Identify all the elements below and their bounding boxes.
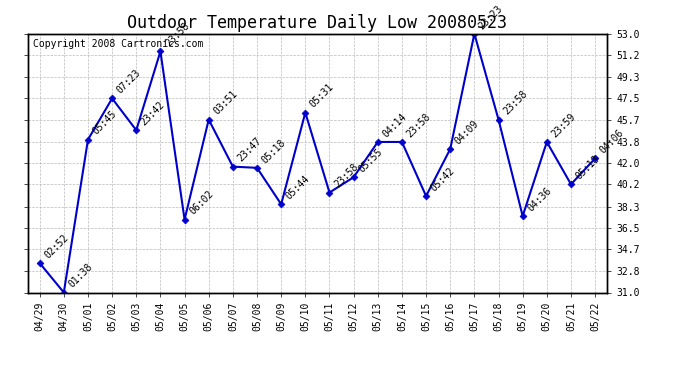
Text: 04:36: 04:36 <box>526 185 553 213</box>
Text: 23:47: 23:47 <box>236 136 264 164</box>
Text: 05:55: 05:55 <box>357 147 384 174</box>
Text: 23:58: 23:58 <box>164 21 191 49</box>
Text: 23:58: 23:58 <box>333 162 360 190</box>
Text: 23:59: 23:59 <box>550 111 578 139</box>
Text: 04:14: 04:14 <box>381 111 408 139</box>
Text: 23:58: 23:58 <box>502 89 529 117</box>
Text: 23:23: 23:23 <box>477 3 505 31</box>
Text: 01:38: 01:38 <box>67 262 95 290</box>
Text: 05:31: 05:31 <box>308 82 336 110</box>
Text: 04:06: 04:06 <box>598 128 626 156</box>
Text: 05:18: 05:18 <box>260 137 288 165</box>
Text: 03:51: 03:51 <box>212 89 239 117</box>
Title: Outdoor Temperature Daily Low 20080523: Outdoor Temperature Daily Low 20080523 <box>128 14 507 32</box>
Text: 02:52: 02:52 <box>43 232 70 260</box>
Text: 05:45: 05:45 <box>91 109 119 137</box>
Text: 05:44: 05:44 <box>284 174 312 201</box>
Text: 06:02: 06:02 <box>188 189 215 217</box>
Text: 05:42: 05:42 <box>429 165 457 193</box>
Text: 04:09: 04:09 <box>453 118 481 146</box>
Text: 05:18: 05:18 <box>574 154 602 182</box>
Text: 23:42: 23:42 <box>139 100 167 128</box>
Text: Copyright 2008 Cartronics.com: Copyright 2008 Cartronics.com <box>33 39 204 49</box>
Text: 23:58: 23:58 <box>405 111 433 139</box>
Text: 07:23: 07:23 <box>115 68 143 96</box>
